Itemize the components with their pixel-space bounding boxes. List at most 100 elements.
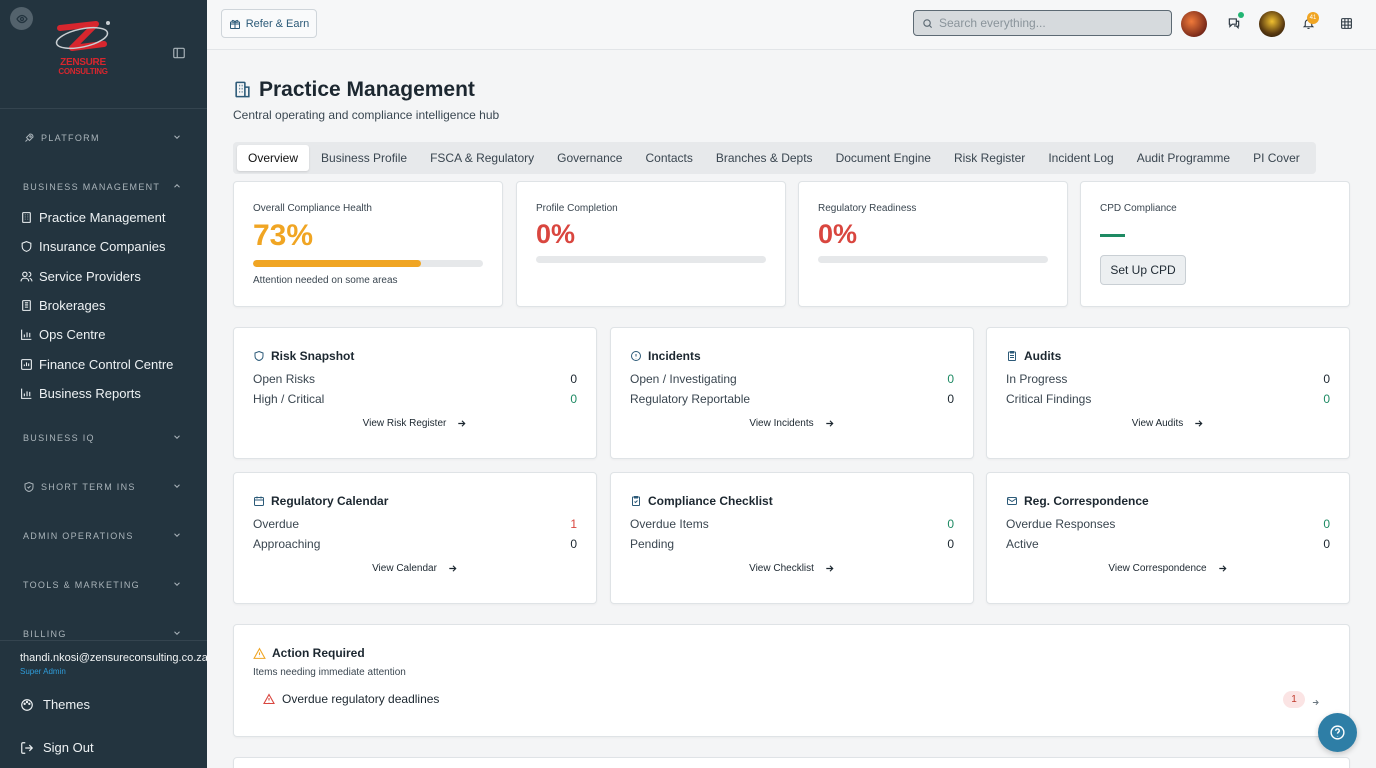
chat-icon[interactable] <box>1226 15 1242 31</box>
tab-contacts[interactable]: Contacts <box>645 151 693 165</box>
tab-governance[interactable]: Governance <box>557 151 623 165</box>
card-title: Regulatory Calendar <box>253 494 388 508</box>
row-label: Pending <box>630 537 675 551</box>
view-correspondence-link[interactable]: View Correspondence <box>987 563 1349 574</box>
sidebar-section-platform[interactable]: PLATFORM <box>0 127 207 149</box>
link-label: View Calendar <box>372 563 437 574</box>
tab-audit-programme[interactable]: Audit Programme <box>1136 151 1231 165</box>
sidebar-divider <box>0 108 207 109</box>
bar-chart-icon <box>21 329 32 340</box>
sidebar-section-business-iq[interactable]: BUSINESS IQ <box>0 427 207 449</box>
avatar[interactable] <box>1181 11 1207 37</box>
tab-branches-depts[interactable]: Branches & Depts <box>715 151 813 165</box>
chevron-up-icon <box>172 181 182 193</box>
profile-completion-card: Profile Completion 0% <box>516 181 786 307</box>
card-title: Audits <box>1006 349 1061 363</box>
tab-overview[interactable]: Overview <box>237 145 310 171</box>
card-title-label: Compliance Checklist <box>648 494 773 508</box>
themes-button[interactable]: Themes <box>20 697 90 712</box>
view-calendar-link[interactable]: View Calendar <box>234 563 596 574</box>
sidebar-item-label: Business Reports <box>39 385 141 401</box>
sign-out-button[interactable]: Sign Out <box>20 740 94 755</box>
refer-earn-button[interactable]: Refer & Earn <box>221 9 317 38</box>
help-button[interactable] <box>1318 713 1357 752</box>
building-icon <box>22 299 31 311</box>
row-value: 0 <box>947 372 954 386</box>
action-item[interactable]: Overdue regulatory deadlines <box>263 692 439 706</box>
view-risk-register-link[interactable]: View Risk Register <box>234 418 596 429</box>
set-up-cpd-button[interactable]: Set Up CPD <box>1100 255 1186 285</box>
row-label: Overdue Responses <box>1006 517 1116 531</box>
tab-business-profile[interactable]: Business Profile <box>321 151 408 165</box>
sidebar-section-label: SHORT TERM INS <box>41 482 136 492</box>
clipboard-icon <box>1008 351 1016 361</box>
link-label: View Audits <box>1131 418 1184 429</box>
sidebar-item-label: Finance Control Centre <box>39 356 174 372</box>
avatar[interactable] <box>1259 11 1285 37</box>
stat-row: Overdue Items 0 <box>630 517 954 533</box>
stat-value: 73% <box>253 219 314 252</box>
tab-risk-register[interactable]: Risk Register <box>953 151 1026 165</box>
arrow-right-icon <box>1218 565 1227 572</box>
brand-name-line-1: ZENSURE <box>60 57 106 68</box>
sidebar-item-insurance-companies[interactable]: Insurance Companies <box>0 234 207 258</box>
cpd-compliance-card: CPD Compliance Set Up CPD <box>1080 181 1350 307</box>
mail-icon <box>1007 497 1017 505</box>
sidebar-item-label: Practice Management <box>39 209 166 225</box>
stat-label: Regulatory Readiness <box>818 203 917 214</box>
row-value: 0 <box>1323 372 1330 386</box>
grid-icon[interactable] <box>1338 15 1354 31</box>
search-input[interactable] <box>939 16 1159 30</box>
status-badge <box>1238 12 1244 18</box>
sidebar-section-short-term-ins[interactable]: SHORT TERM INS <box>0 476 207 498</box>
page-subtitle: Central operating and compliance intelli… <box>233 108 500 122</box>
row-label: In Progress <box>1006 372 1068 386</box>
view-checklist-link[interactable]: View Checklist <box>611 563 973 574</box>
stat-note: Attention needed on some areas <box>253 275 398 286</box>
sidebar-section-billing[interactable]: BILLING <box>0 623 207 645</box>
stat-label: Overall Compliance Health <box>253 203 372 214</box>
sidebar-section-tools-marketing[interactable]: TOOLS & MARKETING <box>0 574 207 596</box>
sidebar-item-brokerages[interactable]: Brokerages <box>0 293 207 317</box>
stat-row: Open Risks 0 <box>253 372 577 388</box>
card-title-label: Reg. Correspondence <box>1024 494 1149 508</box>
card-subtitle: Items needing immediate attention <box>253 667 406 678</box>
row-label: High / Critical <box>253 392 325 406</box>
search-bar[interactable] <box>913 10 1172 36</box>
sidebar-section-label: BILLING <box>23 629 67 639</box>
sidebar-item-label: Service Providers <box>39 268 141 284</box>
sidebar-item-service-providers[interactable]: Service Providers <box>0 264 207 288</box>
sidebar-section-label: ADMIN OPERATIONS <box>23 531 134 541</box>
progress-bar <box>536 256 766 263</box>
sidebar-item-practice-management[interactable]: Practice Management <box>0 205 207 229</box>
sidebar-section-business-management[interactable]: BUSINESS MANAGEMENT <box>0 176 207 198</box>
link-label: View Risk Register <box>362 418 447 429</box>
tab-pi-cover[interactable]: PI Cover <box>1253 151 1300 165</box>
sidebar-item-ops-centre[interactable]: Ops Centre <box>0 322 207 346</box>
user-role: Super Admin <box>20 667 66 676</box>
next-section-card <box>233 757 1350 768</box>
sidebar-collapse-icon[interactable] <box>172 46 186 60</box>
stat-row: Active 0 <box>1006 537 1330 553</box>
bar-chart-icon <box>21 388 32 399</box>
count-badge: 1 <box>1283 691 1305 708</box>
user-email: thandi.nkosi@zensureconsulting.co.za <box>20 652 208 664</box>
arrow-right-icon[interactable] <box>1311 695 1320 710</box>
shield-icon <box>254 350 264 362</box>
sidebar: ZENSURE CONSULTING PLATFORM BUSINESS MAN… <box>0 0 208 768</box>
sidebar-section-admin-operations[interactable]: ADMIN OPERATIONS <box>0 525 207 547</box>
view-audits-link[interactable]: View Audits <box>987 418 1349 429</box>
sidebar-item-finance-control-centre[interactable]: Finance Control Centre <box>0 352 207 376</box>
sidebar-user-panel: thandi.nkosi@zensureconsulting.co.za Sup… <box>0 640 208 768</box>
arrow-right-icon <box>449 565 457 572</box>
brand-logo[interactable]: ZENSURE CONSULTING <box>52 18 114 88</box>
eye-icon[interactable] <box>10 7 33 30</box>
view-incidents-link[interactable]: View Incidents <box>611 418 973 429</box>
gift-icon <box>229 19 240 29</box>
compliance-checklist-card: Compliance Checklist Overdue Items 0 Pend… <box>610 472 974 604</box>
tab-incident-log[interactable]: Incident Log <box>1048 151 1114 165</box>
tab-fsca-regulatory[interactable]: FSCA & Regulatory <box>430 151 535 165</box>
tab-document-engine[interactable]: Document Engine <box>835 151 931 165</box>
sidebar-item-business-reports[interactable]: Business Reports <box>0 381 207 405</box>
compliance-health-card: Overall Compliance Health 73% Attention … <box>233 181 503 307</box>
